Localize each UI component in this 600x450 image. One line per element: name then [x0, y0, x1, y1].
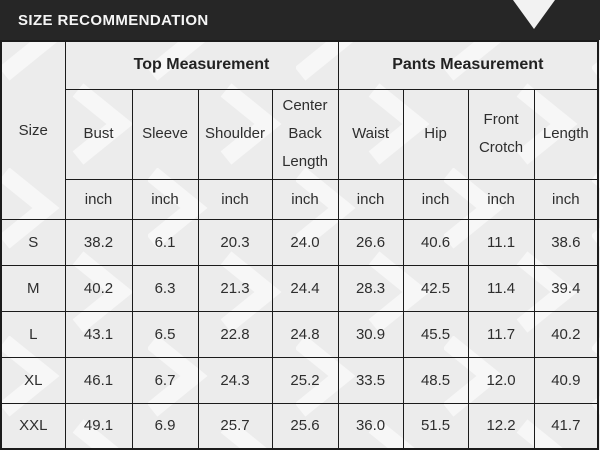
column-header-waist: Waist [337, 88, 404, 180]
column-header-hip: Hip [402, 88, 469, 180]
group-header-pants-measurement: Pants Measurement [337, 40, 599, 90]
cell-bust: 49.1 [64, 402, 133, 450]
table-row-size-xl: XL 46.1 6.7 24.3 25.2 33.5 48.5 12.0 40.… [0, 356, 599, 404]
cell-center-back-length: 24.0 [271, 218, 339, 266]
table-row-size-xxl: XXL 49.1 6.9 25.7 25.6 36.0 51.5 12.2 41… [0, 402, 599, 450]
cell-front-crotch: 11.7 [467, 310, 535, 358]
cell-front-crotch: 11.4 [467, 264, 535, 312]
cell-length: 40.9 [533, 356, 599, 404]
cell-length: 39.4 [533, 264, 599, 312]
cell-sleeve: 6.7 [131, 356, 199, 404]
cell-shoulder: 21.3 [197, 264, 273, 312]
column-header-sleeve: Sleeve [131, 88, 199, 180]
unit-cell: inch [271, 178, 339, 220]
cell-waist: 36.0 [337, 402, 404, 450]
unit-cell: inch [533, 178, 599, 220]
table-row-size-s: S 38.2 6.1 20.3 24.0 26.6 40.6 11.1 38.6 [0, 218, 599, 266]
unit-cell: inch [64, 178, 133, 220]
cell-length: 41.7 [533, 402, 599, 450]
size-row-label: XL [0, 356, 66, 404]
group-header-top-measurement: Top Measurement [64, 40, 339, 90]
size-row-label: M [0, 264, 66, 312]
column-header-length: Length [533, 88, 599, 180]
cell-hip: 48.5 [402, 356, 469, 404]
cell-bust: 46.1 [64, 356, 133, 404]
unit-cell: inch [337, 178, 404, 220]
cell-shoulder: 20.3 [197, 218, 273, 266]
cell-front-crotch: 11.1 [467, 218, 535, 266]
cell-shoulder: 25.7 [197, 402, 273, 450]
size-row-label: S [0, 218, 66, 266]
table-row-column-names: Bust Sleeve Shoulder Center Back Length … [1, 88, 599, 180]
unit-cell: inch [402, 178, 469, 220]
table-row-size-m: M 40.2 6.3 21.3 24.4 28.3 42.5 11.4 39.4 [0, 264, 599, 312]
table-row-units: inch inch inch inch inch inch inch inch [1, 178, 599, 220]
cell-bust: 43.1 [64, 310, 133, 358]
unit-cell: inch [467, 178, 535, 220]
cell-shoulder: 22.8 [197, 310, 273, 358]
cell-front-crotch: 12.2 [467, 402, 535, 450]
size-row-label: L [0, 310, 66, 358]
cell-waist: 26.6 [337, 218, 404, 266]
cell-hip: 42.5 [402, 264, 469, 312]
unit-cell: inch [197, 178, 273, 220]
cell-length: 40.2 [533, 310, 599, 358]
cell-waist: 30.9 [337, 310, 404, 358]
cell-sleeve: 6.1 [131, 218, 199, 266]
cell-waist: 28.3 [337, 264, 404, 312]
size-chart-table: Size Top Measurement Pants Measurement B… [0, 40, 600, 450]
cell-bust: 40.2 [64, 264, 133, 312]
cell-center-back-length: 24.8 [271, 310, 339, 358]
column-header-front-crotch: Front Crotch [467, 88, 535, 180]
column-header-shoulder: Shoulder [197, 88, 273, 180]
table-row-size-l: L 43.1 6.5 22.8 24.8 30.9 45.5 11.7 40.2 [0, 310, 599, 358]
cell-hip: 51.5 [402, 402, 469, 450]
cell-center-back-length: 25.2 [271, 356, 339, 404]
unit-cell: inch [131, 178, 199, 220]
size-column-header: Size [0, 40, 66, 220]
cell-length: 38.6 [533, 218, 599, 266]
size-recommendation-header[interactable]: SIZE RECOMMENDATION [0, 0, 600, 40]
cell-shoulder: 24.3 [197, 356, 273, 404]
cell-center-back-length: 25.6 [271, 402, 339, 450]
size-row-label: XXL [0, 402, 66, 450]
column-header-center-back-length: Center Back Length [271, 88, 339, 180]
section-title: SIZE RECOMMENDATION [18, 11, 209, 29]
table-row-groups: Size Top Measurement Pants Measurement [0, 40, 599, 220]
cell-sleeve: 6.3 [131, 264, 199, 312]
cell-bust: 38.2 [64, 218, 133, 266]
cell-front-crotch: 12.0 [467, 356, 535, 404]
cell-sleeve: 6.9 [131, 402, 199, 450]
column-header-bust: Bust [64, 88, 133, 180]
triangle-down-icon [513, 0, 555, 29]
cell-hip: 45.5 [402, 310, 469, 358]
cell-waist: 33.5 [337, 356, 404, 404]
cell-hip: 40.6 [402, 218, 469, 266]
cell-center-back-length: 24.4 [271, 264, 339, 312]
cell-sleeve: 6.5 [131, 310, 199, 358]
